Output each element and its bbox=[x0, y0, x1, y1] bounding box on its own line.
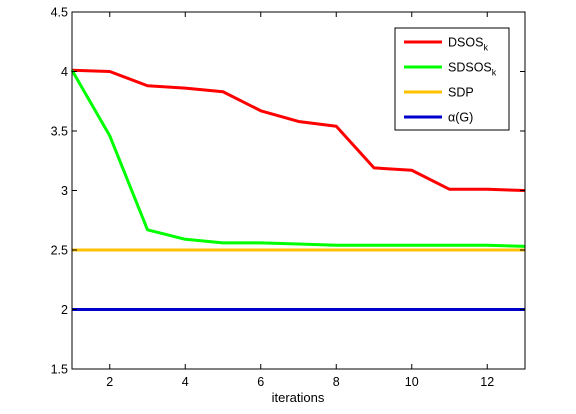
legend-label-g: α(G) bbox=[448, 111, 473, 125]
y-tick-label: 3.5 bbox=[51, 125, 68, 139]
legend: DSOSk SDSOSk SDP α(G) bbox=[394, 27, 510, 131]
x-tick-label: 4 bbox=[182, 375, 189, 389]
ticks-layer: 2 4 6 8 10 12 1.5 2 2.5 3 3.5 4 4.5 bbox=[51, 6, 525, 389]
legend-label-sdp: SDP bbox=[448, 86, 474, 100]
x-tick-label: 8 bbox=[333, 375, 340, 389]
x-tick-label: 2 bbox=[106, 375, 113, 389]
y-tick-label: 4 bbox=[61, 65, 68, 79]
y-tick-label: 3 bbox=[61, 184, 68, 198]
series-line-dsos bbox=[71, 68, 526, 192]
legend-label-sdsos: SDSOSk bbox=[448, 61, 497, 78]
y-tick-label: 2.5 bbox=[51, 244, 68, 258]
legend-label-dsos: DSOSk bbox=[448, 36, 488, 53]
series-layer bbox=[70, 68, 526, 311]
x-tick-label: 6 bbox=[257, 375, 264, 389]
legend-label-subscript: k bbox=[492, 68, 497, 78]
x-axis-label: iterations bbox=[272, 390, 325, 405]
series-line-sdsos bbox=[70, 69, 526, 248]
x-tick-label: 12 bbox=[480, 375, 494, 389]
legend-label-subscript: k bbox=[483, 43, 488, 53]
x-tick-label: 10 bbox=[405, 375, 419, 389]
y-tick-label: 4.5 bbox=[51, 6, 68, 20]
y-tick-label: 1.5 bbox=[51, 363, 68, 377]
legend-box bbox=[394, 27, 510, 131]
y-tick-label: 2 bbox=[61, 303, 68, 317]
